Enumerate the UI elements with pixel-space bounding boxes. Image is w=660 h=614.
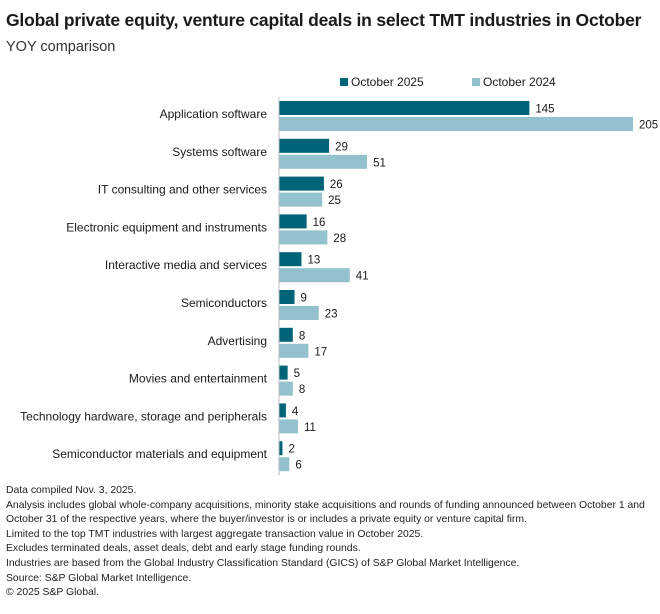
bar-2024 bbox=[279, 154, 368, 169]
bar-2025 bbox=[279, 214, 307, 229]
data-label-2024: 23 bbox=[325, 309, 338, 321]
bar-2024 bbox=[279, 268, 350, 283]
bar-2024 bbox=[279, 343, 309, 358]
category-label: Electronic equipment and instruments bbox=[66, 220, 267, 234]
note-limitation: Limited to the top TMT industries with l… bbox=[6, 528, 424, 540]
legend-label-2024: October 2024 bbox=[483, 75, 556, 89]
data-label-2024: 41 bbox=[356, 271, 369, 283]
bar-2024 bbox=[279, 192, 323, 207]
data-label-2024: 17 bbox=[314, 346, 327, 358]
data-label-2025: 16 bbox=[313, 217, 326, 229]
data-label-2025: 29 bbox=[335, 141, 348, 153]
bar-2025 bbox=[279, 441, 283, 456]
bar-2025 bbox=[279, 403, 286, 418]
data-label-2025: 145 bbox=[535, 104, 554, 116]
note-analysis-scope: Analysis includes global whole-company a… bbox=[6, 499, 645, 526]
category-label: IT consulting and other services bbox=[98, 183, 267, 197]
data-label-2024: 51 bbox=[373, 157, 386, 169]
chart-notes: Data compiled Nov. 3, 2025. Analysis inc… bbox=[6, 484, 656, 601]
legend-swatch-2024 bbox=[472, 78, 480, 86]
legend-swatch-2025 bbox=[340, 78, 348, 86]
data-label-2024: 28 bbox=[333, 233, 346, 245]
note-exclusions: Excludes terminated deals, asset deals, … bbox=[6, 543, 361, 555]
data-label-2025: 2 bbox=[288, 444, 294, 456]
category-label: Movies and entertainment bbox=[129, 372, 268, 386]
note-source: Source: S&P Global Market Intelligence. bbox=[6, 572, 192, 584]
bar-2025 bbox=[279, 365, 288, 380]
data-label-2025: 26 bbox=[330, 179, 343, 191]
bar-2024 bbox=[279, 306, 319, 320]
bar-2025 bbox=[279, 290, 295, 304]
category-label: Systems software bbox=[172, 145, 267, 159]
data-label-2025: 4 bbox=[292, 406, 299, 418]
data-label-2024: 6 bbox=[295, 460, 301, 472]
note-copyright: © 2025 S&P Global. bbox=[6, 587, 99, 599]
bar-2025 bbox=[279, 327, 293, 342]
bar-2024 bbox=[279, 457, 290, 472]
legend-label-2025: October 2025 bbox=[351, 75, 424, 89]
note-classification: Industries are based from the Global Ind… bbox=[6, 557, 520, 569]
data-label-2025: 5 bbox=[294, 368, 300, 380]
bar-2025 bbox=[279, 101, 530, 115]
bar-2024 bbox=[279, 230, 328, 245]
category-label: Application software bbox=[160, 107, 268, 121]
chart-subtitle: YOY comparison bbox=[6, 39, 116, 55]
bar-2024 bbox=[279, 381, 293, 396]
data-label-2025: 9 bbox=[301, 293, 307, 305]
category-label: Semiconductor materials and equipment bbox=[52, 447, 267, 461]
bar-chart: October 2025 October 2024 Application soft… bbox=[20, 75, 658, 476]
chart-title: Global private equity, venture capital d… bbox=[6, 10, 642, 30]
category-label: Semiconductors bbox=[181, 296, 267, 310]
category-label: Technology hardware, storage and periphe… bbox=[20, 409, 267, 423]
category-label: Interactive media and services bbox=[105, 258, 267, 272]
note-data-compiled: Data compiled Nov. 3, 2025. bbox=[6, 485, 137, 496]
data-label-2024: 8 bbox=[299, 384, 305, 396]
data-label-2025: 13 bbox=[307, 255, 320, 267]
bar-2025 bbox=[279, 252, 302, 267]
bar-2024 bbox=[279, 117, 633, 131]
data-label-2024: 11 bbox=[304, 422, 316, 434]
data-label-2024: 205 bbox=[639, 120, 658, 132]
bar-2025 bbox=[279, 138, 330, 153]
category-label: Advertising bbox=[208, 334, 267, 348]
data-label-2024: 25 bbox=[328, 195, 341, 207]
bar-2025 bbox=[279, 176, 324, 191]
bar-2024 bbox=[279, 419, 298, 434]
data-label-2025: 8 bbox=[299, 330, 305, 342]
